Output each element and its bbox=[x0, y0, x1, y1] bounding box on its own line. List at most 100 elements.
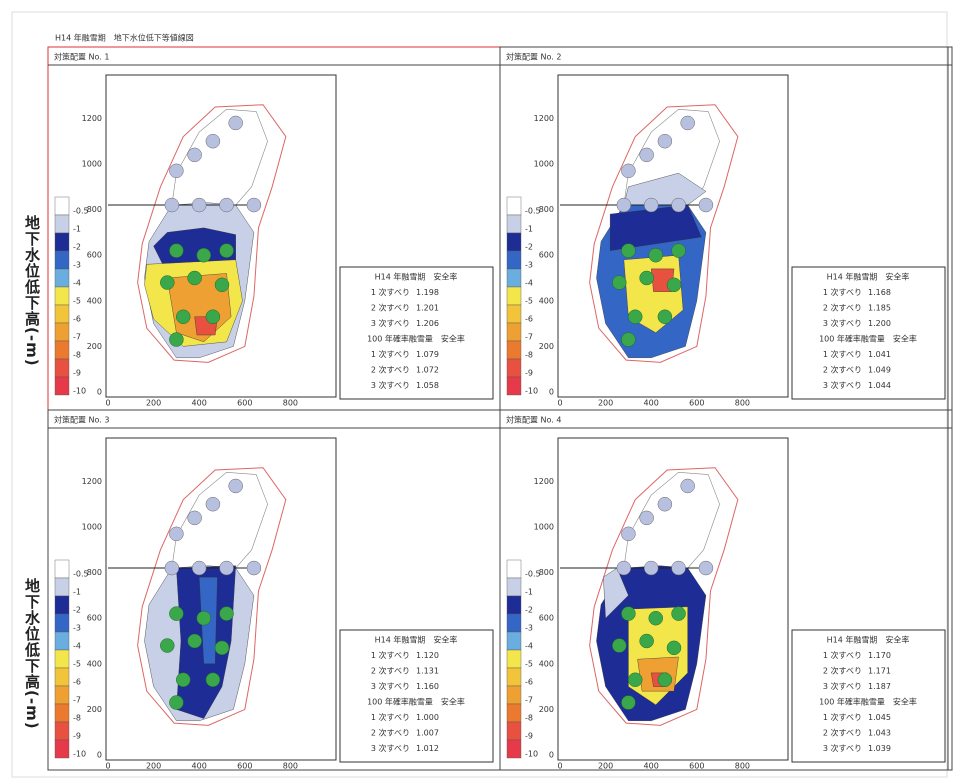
row-value: 1.072 bbox=[416, 366, 439, 375]
row-label: 2 次すべり bbox=[371, 365, 410, 375]
legend-swatch bbox=[55, 686, 69, 704]
side-label: 地下水位低下高(-m) bbox=[22, 578, 43, 730]
row-label: 3 次すべり bbox=[823, 681, 862, 691]
row-label: 1 次すべり bbox=[823, 349, 862, 359]
drain bbox=[169, 333, 183, 347]
legend-label: -10 bbox=[73, 750, 86, 759]
legend-label: -1 bbox=[525, 588, 533, 597]
well bbox=[206, 134, 220, 148]
safety-table bbox=[792, 630, 945, 762]
y-tick-label: 1000 bbox=[82, 160, 102, 169]
drain bbox=[667, 641, 681, 655]
row-value: 1.045 bbox=[868, 713, 891, 722]
legend-swatch bbox=[55, 632, 69, 650]
legend-label: -9 bbox=[73, 369, 81, 378]
row-value: 1.079 bbox=[416, 350, 439, 359]
y-tick-label: 400 bbox=[87, 296, 102, 305]
x-tick-label: 800 bbox=[735, 399, 750, 408]
y-tick-label: 600 bbox=[87, 251, 102, 260]
y-tick-label: 800 bbox=[539, 205, 554, 214]
well bbox=[658, 134, 672, 148]
y-tick-label: 600 bbox=[539, 614, 554, 623]
row-value: 1.058 bbox=[416, 381, 439, 390]
legend-label: -3 bbox=[73, 624, 81, 633]
well bbox=[640, 148, 654, 162]
well bbox=[229, 116, 243, 130]
row-label: 3 次すべり bbox=[823, 743, 862, 753]
well bbox=[699, 198, 713, 212]
legend-label: -10 bbox=[525, 387, 538, 396]
legend-swatch bbox=[55, 740, 69, 758]
legend-swatch bbox=[507, 668, 521, 686]
table-heading: H14 年融雪期 安全率 bbox=[375, 635, 458, 645]
legend-swatch bbox=[55, 287, 69, 305]
legend-label: -6 bbox=[73, 678, 81, 687]
row-label: 1 次すべり bbox=[371, 650, 410, 660]
drain bbox=[649, 248, 663, 262]
legend-label: -9 bbox=[525, 369, 533, 378]
row-label: 3 次すべり bbox=[823, 380, 862, 390]
legend-label: -6 bbox=[525, 315, 533, 324]
well bbox=[247, 561, 261, 575]
legend-swatch bbox=[507, 287, 521, 305]
drain bbox=[188, 634, 202, 648]
drain bbox=[621, 244, 635, 258]
well bbox=[672, 561, 686, 575]
well bbox=[220, 198, 234, 212]
legend-swatch bbox=[507, 377, 521, 395]
legend-swatch bbox=[507, 305, 521, 323]
y-tick-label: 200 bbox=[87, 705, 102, 714]
legend-swatch bbox=[507, 704, 521, 722]
y-tick-label: 0 bbox=[97, 388, 102, 397]
row-value: 1.049 bbox=[868, 366, 891, 375]
y-tick-label: 0 bbox=[549, 388, 554, 397]
row-label: 3 次すべり bbox=[371, 681, 410, 691]
row-label: 2 次すべり bbox=[823, 365, 862, 375]
row-value: 1.007 bbox=[416, 729, 439, 738]
legend-label: -0.5 bbox=[73, 207, 89, 216]
legend-label: -3 bbox=[73, 261, 81, 270]
y-tick-label: 1200 bbox=[534, 477, 554, 486]
row-value: 1.044 bbox=[868, 381, 891, 390]
drain bbox=[169, 607, 183, 621]
upper-lobe bbox=[172, 109, 268, 205]
legend-label: -6 bbox=[525, 678, 533, 687]
legend-label: -3 bbox=[525, 624, 533, 633]
y-tick-label: 400 bbox=[539, 659, 554, 668]
x-tick-label: 200 bbox=[598, 399, 613, 408]
well bbox=[206, 497, 220, 511]
legend-label: -10 bbox=[73, 387, 86, 396]
figure: H14 年融雪期 地下水位低下等値線図 対策配置 No. 10200400600… bbox=[0, 0, 954, 782]
y-tick-label: 1200 bbox=[82, 477, 102, 486]
drain bbox=[215, 641, 229, 655]
legend-label: -1 bbox=[73, 588, 81, 597]
drain bbox=[640, 271, 654, 285]
well bbox=[621, 164, 635, 178]
legend-swatch bbox=[507, 578, 521, 596]
well bbox=[681, 479, 695, 493]
legend-label: -0.5 bbox=[525, 207, 541, 216]
well bbox=[672, 198, 686, 212]
legend-swatch bbox=[55, 722, 69, 740]
drain bbox=[188, 271, 202, 285]
row-label: 2 次すべり bbox=[371, 666, 410, 676]
drain bbox=[169, 696, 183, 710]
legend-label: -9 bbox=[525, 732, 533, 741]
x-tick-label: 600 bbox=[689, 762, 704, 771]
legend-label: -10 bbox=[525, 750, 538, 759]
y-tick-label: 200 bbox=[87, 342, 102, 351]
row-value: 1.039 bbox=[868, 744, 891, 753]
well bbox=[644, 561, 658, 575]
well bbox=[220, 561, 234, 575]
x-tick-label: 0 bbox=[105, 762, 110, 771]
table-heading: H14 年融雪期 安全率 bbox=[827, 635, 910, 645]
table-heading: H14 年融雪期 安全率 bbox=[827, 272, 910, 282]
row-value: 1.185 bbox=[868, 304, 891, 313]
row-value: 1.187 bbox=[868, 682, 891, 691]
panel-title: 対策配置 No. 4 bbox=[506, 415, 561, 425]
y-tick-label: 1200 bbox=[82, 114, 102, 123]
legend-swatch bbox=[507, 560, 521, 578]
well bbox=[621, 527, 635, 541]
legend-swatch bbox=[507, 341, 521, 359]
row-value: 1.168 bbox=[868, 288, 891, 297]
